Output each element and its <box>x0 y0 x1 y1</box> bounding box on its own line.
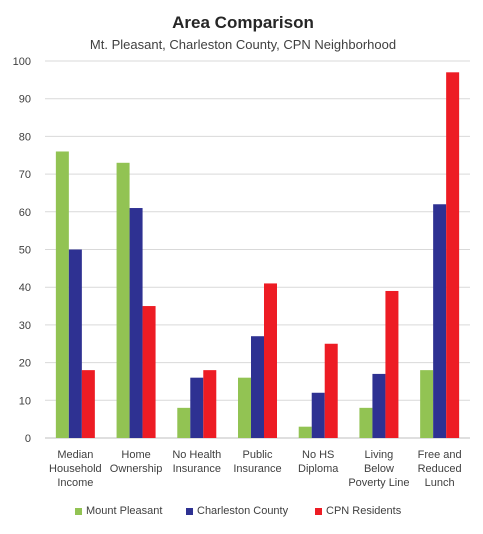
bar <box>55 151 69 439</box>
bar <box>81 370 95 438</box>
x-tick-label: No HS Diploma <box>298 449 339 475</box>
bar <box>177 407 191 438</box>
legend: Mount Pleasant Charleston County CPN Resid… <box>75 505 402 517</box>
bar <box>433 204 447 438</box>
legend-label: Mount Pleasant <box>86 505 162 517</box>
bar <box>385 290 399 438</box>
bar <box>190 377 204 438</box>
x-tick-label: Home Ownership <box>110 449 163 475</box>
bar <box>238 377 251 438</box>
chart-title: Area Comparison <box>172 13 314 32</box>
x-axis-labels: Median Household Income Home Ownership No Hea… <box>49 449 462 489</box>
y-tick-label: 80 <box>19 131 31 143</box>
chart-subtitle: Mt. Pleasant, Charleston County, CPN Nei… <box>90 37 396 52</box>
y-tick-label: 100 <box>13 56 31 68</box>
bar <box>264 283 277 438</box>
legend-swatch <box>186 508 193 515</box>
bar <box>116 162 130 439</box>
bar <box>311 392 325 438</box>
x-tick-label: Public Insurance <box>233 449 281 475</box>
y-tick-label: 30 <box>19 320 31 332</box>
y-tick-label: 0 <box>25 433 31 445</box>
y-tick-label: 20 <box>19 358 31 370</box>
legend-swatch <box>315 508 322 515</box>
x-tick-label: Living Below Poverty Line <box>348 449 409 489</box>
y-tick-label: 40 <box>19 282 31 294</box>
x-tick-label: Median Household Income <box>49 449 102 489</box>
legend-swatch <box>75 508 82 515</box>
y-tick-label: 50 <box>19 245 31 257</box>
bar <box>142 306 156 438</box>
bar <box>324 343 338 438</box>
y-axis-ticks: 0 10 20 30 40 50 60 70 80 90 100 <box>13 56 31 445</box>
bar <box>372 373 386 438</box>
legend-label: CPN Residents <box>326 505 402 517</box>
y-tick-label: 60 <box>19 207 31 219</box>
bar <box>203 370 217 438</box>
x-tick-label: No Health Insurance <box>172 449 221 475</box>
bar <box>446 72 460 438</box>
gridlines <box>45 60 470 439</box>
bar <box>420 370 434 438</box>
bar <box>298 426 312 438</box>
bar <box>251 336 264 438</box>
bar <box>129 208 143 438</box>
x-tick-label: Free and Reduced Lunch <box>418 449 462 489</box>
bar <box>68 249 82 438</box>
bars <box>55 72 460 439</box>
legend-label: Charleston County <box>197 505 289 517</box>
y-tick-label: 90 <box>19 94 31 106</box>
y-tick-label: 10 <box>19 395 31 407</box>
y-tick-label: 70 <box>19 169 31 181</box>
bar <box>359 407 373 438</box>
